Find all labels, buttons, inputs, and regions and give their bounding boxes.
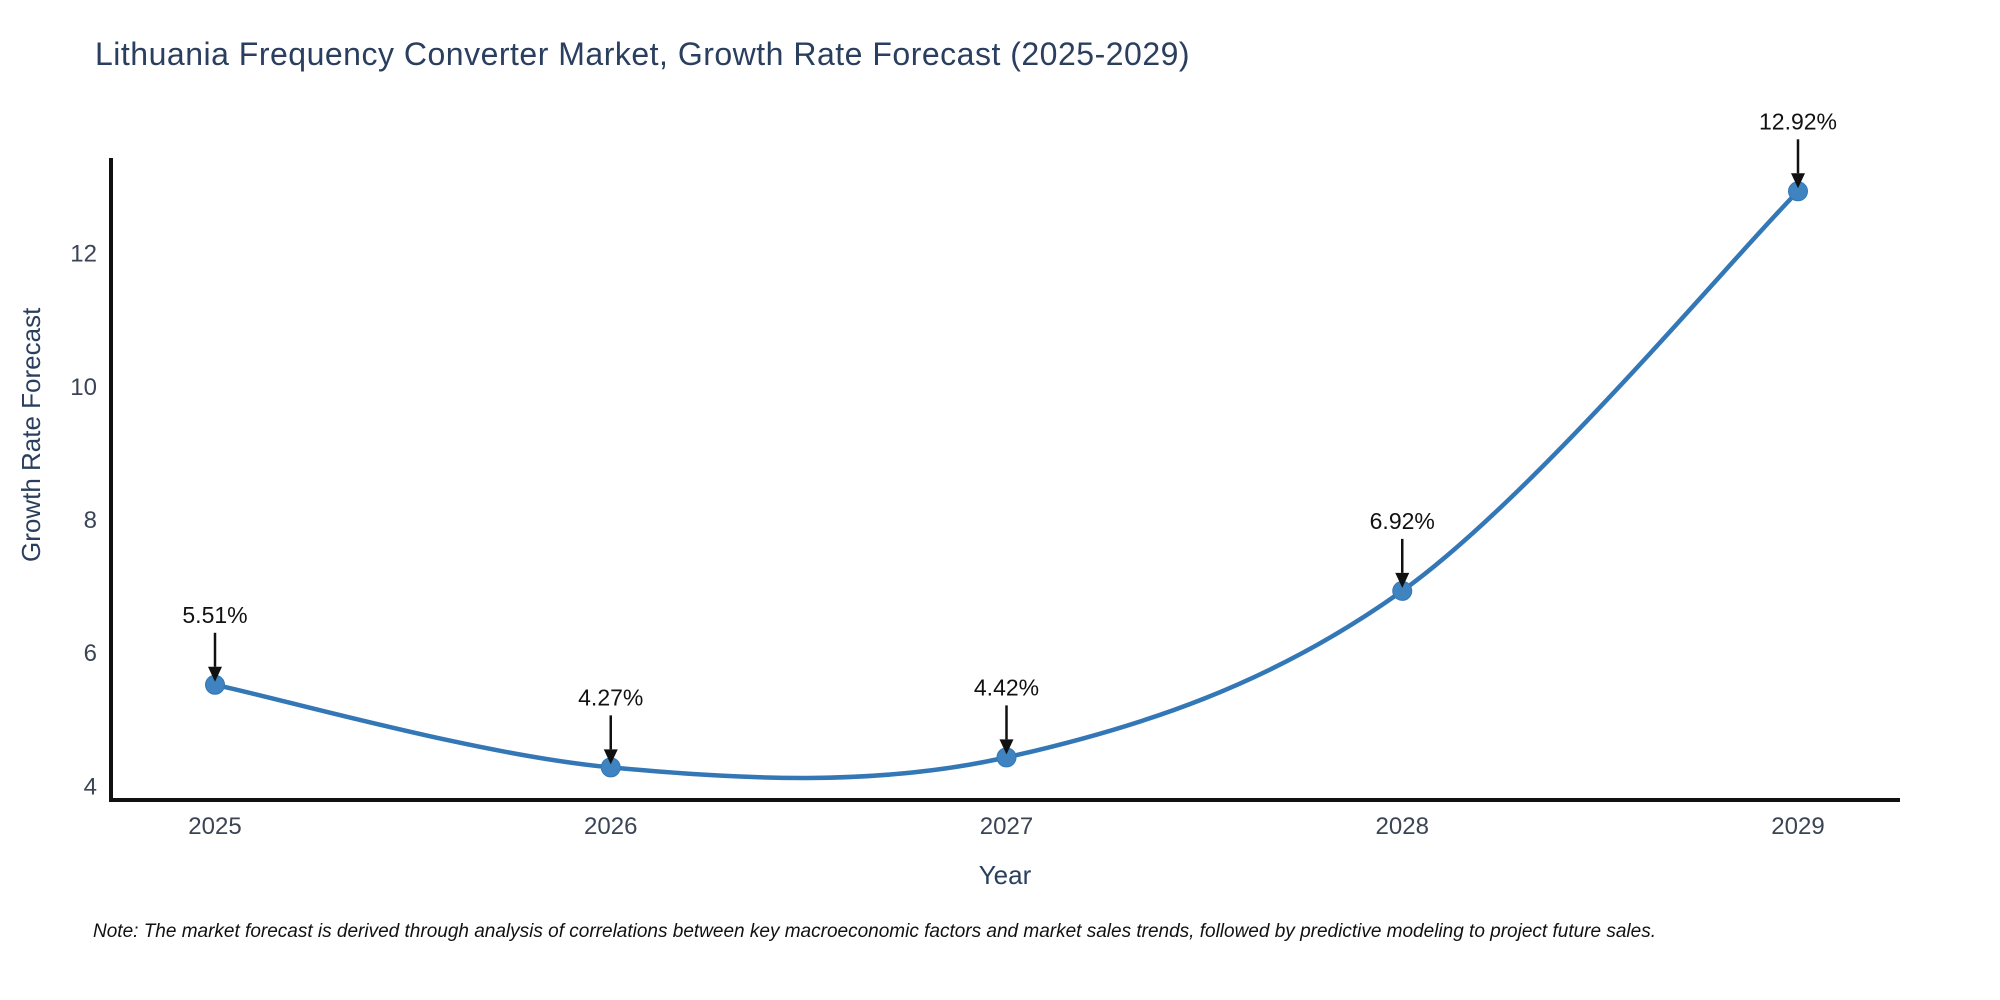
annotation-arrowhead-icon [1395,572,1410,588]
annotation-label: 6.92% [1370,508,1435,534]
annotation-label: 4.27% [578,684,643,710]
y-tick-label: 8 [84,507,97,534]
footnote: Note: The market forecast is derived thr… [93,921,1656,942]
annotation-arrowhead-icon [208,666,222,682]
y-tick-label: 6 [84,640,97,667]
chart-title: Lithuania Frequency Converter Market, Gr… [95,36,1191,72]
x-tick-label: 2029 [1771,813,1824,840]
annotation-label: 4.42% [974,674,1039,700]
trend-line [212,189,1801,781]
y-tick-label: 4 [84,773,97,800]
x-axis-title: Year [978,860,1032,890]
y-tick-label: 12 [70,241,97,268]
x-tick-label: 2028 [1376,813,1429,840]
annotation-arrowhead-icon [603,749,618,765]
annotation-arrowhead-icon [999,739,1014,755]
y-tick-label: 10 [70,374,97,401]
x-tick-label: 2026 [584,813,637,840]
annotation-label: 5.51% [182,602,247,628]
annotation-arrowhead-icon [1791,173,1805,189]
x-tick-label: 2027 [980,813,1033,840]
x-tick-label: 2025 [188,813,241,840]
annotation-label: 12.92% [1759,108,1837,134]
